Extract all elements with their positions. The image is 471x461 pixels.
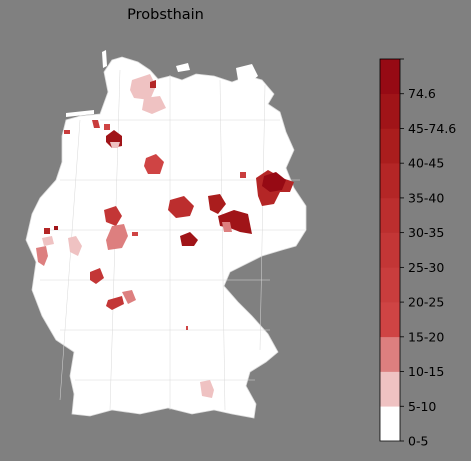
colorbar-segment bbox=[380, 267, 400, 303]
colorbar-tick-label: 5-10 bbox=[408, 399, 436, 414]
colorbar-tick-label: 35-40 bbox=[408, 190, 444, 205]
colorbar-tick-label: 10-15 bbox=[408, 364, 444, 379]
region-brandenburg-small bbox=[240, 172, 246, 178]
colorbar-segment bbox=[380, 371, 400, 407]
colorbar-segment bbox=[380, 128, 400, 164]
colorbar-tick-label: 0-5 bbox=[408, 434, 428, 449]
colorbar-segment bbox=[380, 336, 400, 372]
region-koblenz bbox=[68, 236, 82, 256]
map-title: Probsthain bbox=[127, 7, 204, 23]
region-bonn bbox=[36, 246, 48, 266]
colorbar-tick-label: 40-45 bbox=[408, 156, 444, 171]
shaded-districts bbox=[36, 74, 294, 398]
region-munich bbox=[200, 380, 214, 398]
region-north-c bbox=[150, 80, 156, 88]
colorbar-segment bbox=[380, 406, 400, 442]
region-kassel-small bbox=[132, 232, 138, 236]
colorbar-segment bbox=[380, 93, 400, 129]
east-frisian-islands bbox=[66, 110, 94, 117]
colorbar-segment bbox=[380, 59, 400, 95]
north-frisian-islands bbox=[102, 50, 107, 68]
fehmarn-island bbox=[176, 63, 190, 72]
region-brandenburg-south bbox=[208, 194, 226, 214]
region-small-bavaria bbox=[186, 326, 188, 330]
region-leipzig-west bbox=[222, 222, 232, 232]
colorbar-frame bbox=[379, 58, 401, 442]
colorbar-segment bbox=[380, 232, 400, 268]
region-leipzig-east bbox=[218, 210, 252, 234]
colorbar-tick-label: 74.6 bbox=[408, 86, 436, 101]
colorbar-tick-label: 30-35 bbox=[408, 225, 444, 240]
colorbar-tick-label: 15-20 bbox=[408, 329, 444, 344]
region-west-a bbox=[44, 228, 50, 234]
colorbar-tick-label: 45-74.6 bbox=[408, 121, 456, 136]
region-northwest-b bbox=[92, 120, 100, 128]
region-cologne bbox=[42, 236, 54, 246]
region-north-a bbox=[130, 74, 156, 100]
colorbar-tick-label: 25-30 bbox=[408, 260, 444, 275]
colorbar-segment bbox=[380, 197, 400, 233]
colorbar-tick-label: 20-25 bbox=[408, 295, 444, 310]
region-northwest-c bbox=[104, 124, 110, 130]
region-mannheim-east bbox=[122, 290, 136, 304]
region-brandenburg-east-core bbox=[262, 172, 286, 192]
region-hannover bbox=[144, 154, 164, 174]
region-ruhr bbox=[104, 206, 122, 226]
ruegen-island bbox=[236, 64, 258, 84]
region-thuringia bbox=[180, 232, 198, 246]
region-northwest-a bbox=[64, 130, 70, 134]
region-frankfurt bbox=[90, 268, 104, 284]
colorbar: 0-5 5-10 10-15 15-20 20-25 25-30 30-35 35-40 40-… bbox=[379, 58, 456, 449]
region-magdeburg bbox=[168, 196, 194, 218]
region-north-b bbox=[142, 96, 166, 114]
region-kassel-south bbox=[106, 224, 128, 250]
colorbar-segment bbox=[380, 302, 400, 338]
region-west-b bbox=[54, 226, 58, 230]
region-mannheim bbox=[106, 296, 124, 310]
colorbar-segment bbox=[380, 163, 400, 199]
germany-landmass bbox=[25, 56, 307, 419]
region-bremen-south bbox=[110, 142, 120, 148]
